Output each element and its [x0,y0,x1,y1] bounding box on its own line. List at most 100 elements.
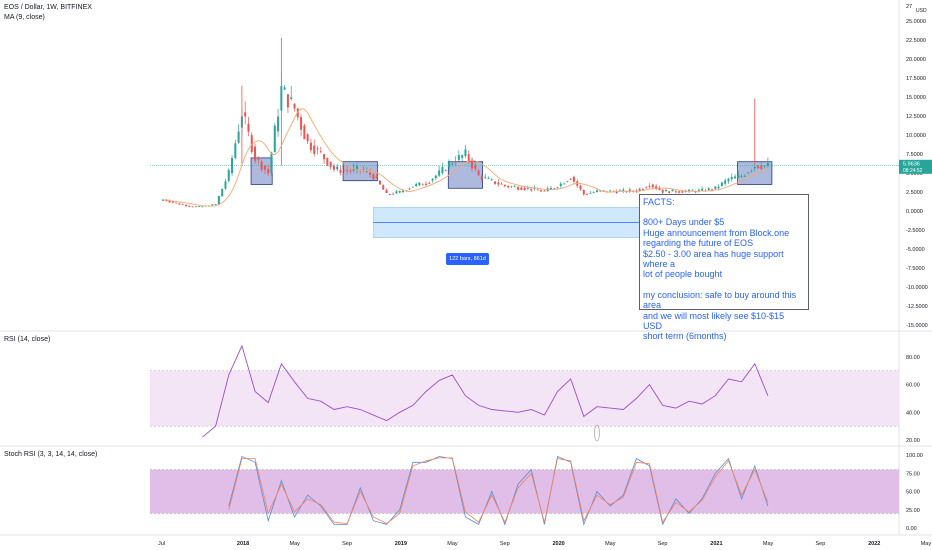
rsi-legend: RSI (14, close) [4,336,51,343]
candle-body [595,190,598,193]
note-conclusion: and we will most likely see $10-$15 USD [643,310,785,332]
candle-body [750,170,753,172]
candle-body [283,87,286,90]
rsi-tick-label: 60.00 [906,383,920,389]
candle-body [500,183,503,185]
candle-body [586,194,589,196]
price-tick-label: -12.5000 [906,304,928,310]
time-tick-label: May [763,541,774,547]
candle-body [290,97,293,100]
time-tick-label: Jul [158,541,165,547]
candle-body [211,204,214,206]
stoch-d-line [228,457,769,525]
candle-body [309,142,312,151]
candle-body [168,200,171,203]
note-conclusion: my conclusion: safe to buy around this a… [643,289,797,311]
time-tick-label: May [605,541,616,547]
candle-body [572,176,575,182]
candle-body [369,172,372,175]
candle-body [655,186,658,189]
candle-body [221,188,224,197]
currency-unit-label: USD [916,8,927,14]
time-tick-label: Sep [816,541,826,547]
price-tick-label: 22.5000 [906,38,926,44]
price-tick-label: -15.0000 [906,323,928,329]
price-tick-label: 10.0000 [906,133,926,139]
candle-body [536,189,539,191]
candle-body [395,191,398,194]
candle-body [641,189,644,190]
candle-body [306,134,309,142]
candle-body [724,180,727,184]
candle-body [714,186,717,189]
candle-body [497,182,500,185]
candle-body [543,190,546,192]
candle-body [556,187,559,189]
stoch-band [150,469,899,514]
candle-body [401,190,404,193]
candle-body [178,203,181,205]
candle-body [747,172,750,174]
candle-body [194,206,197,208]
time-tick-label: May [921,541,932,547]
candle-body [250,135,253,153]
candle-body [355,166,358,171]
price-tick-label: -7.5000 [906,266,925,272]
price-tick-label: 17.5000 [906,76,926,82]
candle-body [737,175,740,178]
highlight-box [447,161,483,189]
candle-body [454,161,457,163]
candle-body [273,125,276,153]
note-line: Huge announcement from Block.one [643,227,790,238]
stoch-legend: Stoch RSI (3, 3, 14, 14, close) [4,451,98,458]
price-tick-label: 20.0000 [906,57,926,63]
stoch-tick-label: 75.00 [906,471,920,477]
price-tick-label: -10.0000 [906,285,928,291]
candle-body [326,157,329,166]
rsi-tick-label: 20.00 [906,438,920,444]
candle-body [451,163,454,165]
candle-body [563,183,566,185]
candle-body [707,188,710,190]
candle-body [352,167,355,171]
time-tick-label: May [290,541,301,547]
candle-body [185,204,188,207]
last-price-countdown: 08:24:52 [903,168,923,174]
time-tick-label: 2022 [868,541,880,547]
candle-body [540,190,543,192]
candle-body [464,149,467,157]
candle-body [671,189,674,192]
price-tick-label: 5.0000 [906,171,923,177]
price-tick-label: 27 [906,4,912,10]
candle-body [319,151,322,153]
candle-body [651,184,654,188]
candle-body [494,181,497,184]
price-tick-label: 7.5000 [906,152,923,158]
candle-body [398,190,401,193]
candle-body [260,161,263,170]
candle-body [408,188,411,190]
candle-body [743,175,746,177]
candle-body [530,188,533,191]
candle-body [365,170,368,172]
candle-body [237,131,240,143]
candle-body [678,191,681,193]
candle-body [263,165,266,170]
candle-body [425,183,427,185]
candle-body [336,166,339,170]
stoch-tick-label: 100.00 [906,453,923,459]
candle-body [323,154,326,160]
candle-body [599,190,602,192]
candle-body [622,189,625,192]
facts-note[interactable]: FACTS: 800+ Days under $5 Huge announcem… [639,194,809,341]
candle-body [415,184,418,187]
candle-body [471,159,474,169]
candle-body [198,206,201,207]
candle-body [434,175,437,179]
time-tick-label: May [447,541,458,547]
candle-body [520,187,523,190]
candle-body [484,177,487,179]
candle-body [332,165,335,170]
candle-body [753,166,756,169]
